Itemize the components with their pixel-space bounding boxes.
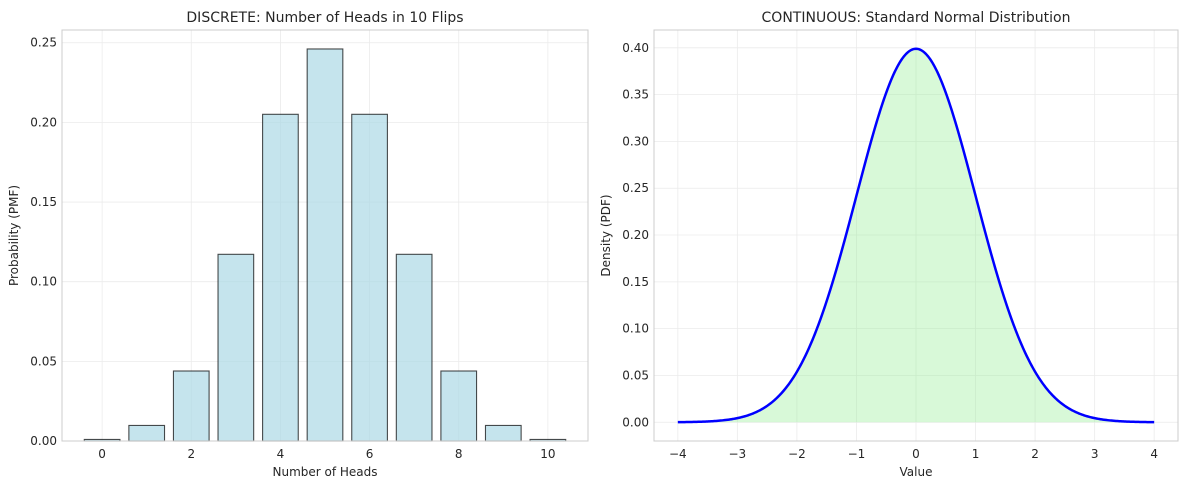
bar	[172, 370, 210, 442]
y-tick-label: 0.05	[622, 368, 649, 382]
y-tick-labels: 0.00 0.05 0.10 0.15 0.20 0.25	[30, 36, 57, 448]
plot-frame	[653, 29, 1179, 442]
y-tick-label: 0.05	[30, 354, 57, 368]
x-tick-label: −3	[729, 447, 747, 461]
x-tick-label: 4	[1150, 447, 1158, 461]
x-tick-label: 2	[1031, 447, 1039, 461]
y-tick-label: 0.15	[622, 275, 649, 289]
y-tick-label: 0.20	[622, 228, 649, 242]
y-tick-label: 0.40	[622, 41, 649, 55]
x-axis-label: Value	[900, 465, 933, 479]
density-curve	[677, 47, 1155, 424]
bar	[440, 370, 478, 442]
bars	[83, 48, 567, 442]
y-tick-label: 0.25	[30, 36, 57, 50]
density-fill	[677, 48, 1155, 423]
x-tick-labels: −4 −3 −2 −1 0 1 2 3 4	[669, 447, 1158, 461]
bar	[351, 113, 388, 442]
y-tick-label: 0.35	[622, 88, 649, 102]
x-tick-label: −1	[848, 447, 866, 461]
y-tick-label: 0.15	[30, 195, 57, 209]
y-tick-label: 0.20	[30, 115, 57, 129]
x-tick-label: 1	[972, 447, 980, 461]
plot-frame	[61, 29, 589, 442]
grid	[654, 30, 1178, 441]
y-tick-label: 0.30	[622, 134, 649, 148]
x-tick-label: 8	[455, 447, 463, 461]
bar	[262, 113, 299, 442]
chart-title: DISCRETE: Number of Heads in 10 Flips	[186, 10, 463, 26]
x-tick-label: 0	[912, 447, 920, 461]
bar	[128, 424, 166, 442]
bar	[484, 424, 522, 442]
x-tick-label: 2	[187, 447, 195, 461]
y-tick-label: 0.10	[30, 275, 57, 289]
x-tick-labels: 0 2 4 6 8 10	[98, 447, 555, 461]
x-tick-label: 4	[277, 447, 285, 461]
x-tick-label: −2	[788, 447, 806, 461]
y-tick-label: 0.00	[30, 434, 57, 448]
y-tick-label: 0.25	[622, 181, 649, 195]
x-tick-label: −4	[669, 447, 687, 461]
x-tick-label: 0	[98, 447, 106, 461]
bar	[306, 48, 344, 442]
y-tick-label: 0.10	[622, 322, 649, 336]
x-tick-label: 6	[366, 447, 374, 461]
y-tick-label: 0.00	[622, 415, 649, 429]
bar	[217, 253, 255, 442]
y-tick-labels: 0.00 0.05 0.10 0.15 0.20 0.25 0.30 0.35 0.40	[622, 41, 649, 429]
chart-title: CONTINUOUS: Standard Normal Distribution	[762, 10, 1071, 26]
x-tick-label: 10	[540, 447, 555, 461]
pdf-curve-chart: −4 −3 −2 −1 0 1 2 3 4 0.000.050.100.150.200.250.…	[599, 10, 1179, 479]
y-axis-label: Density (PDF)	[599, 194, 613, 276]
y-axis-label: Probability (PMF)	[7, 185, 21, 286]
pmf-bar-chart: 0 2 4 6 8 10 0.00 0.05 0.10 0.15 0.20 0.25 DISCRET…	[7, 10, 589, 479]
x-tick-label: 3	[1091, 447, 1099, 461]
bar	[395, 253, 433, 442]
x-axis-label: Number of Heads	[272, 465, 377, 479]
